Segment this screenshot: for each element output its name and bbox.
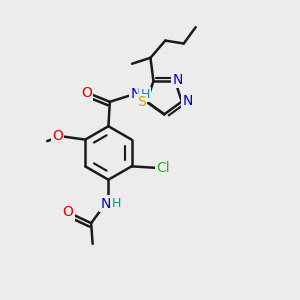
Text: S: S (137, 95, 146, 110)
Text: O: O (52, 129, 63, 143)
Text: H: H (140, 88, 150, 101)
Text: Cl: Cl (156, 161, 169, 175)
Text: O: O (62, 206, 74, 219)
Text: O: O (81, 86, 92, 100)
Text: N: N (172, 73, 183, 86)
Text: N: N (182, 94, 193, 108)
Text: N: N (130, 87, 141, 101)
Text: H: H (112, 197, 122, 210)
Text: N: N (100, 196, 111, 211)
